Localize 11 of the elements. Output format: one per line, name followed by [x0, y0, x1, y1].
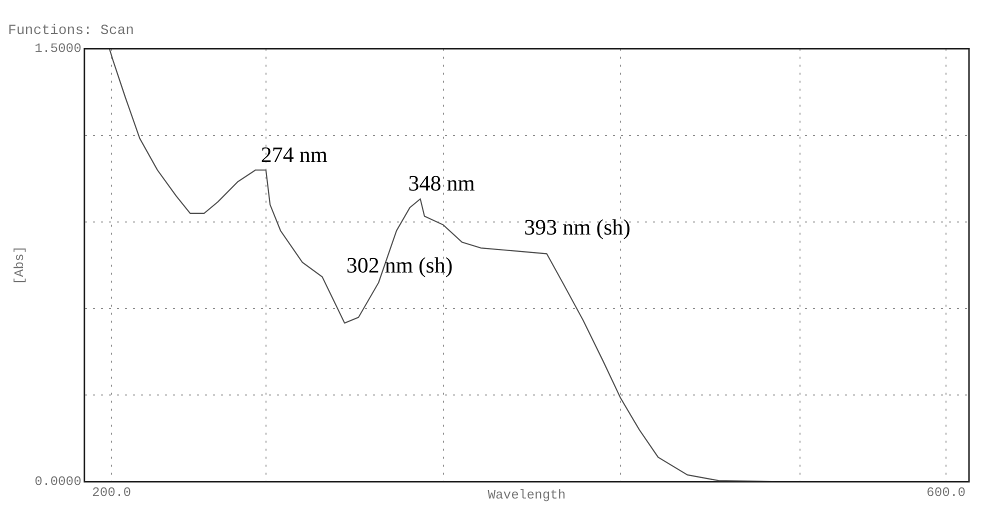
y-tick-label: 0.0000	[34, 474, 82, 490]
annotation: 274 nm	[260, 142, 328, 167]
x-tick-label: 600.0	[926, 485, 966, 500]
annotation: 348 nm	[408, 170, 475, 196]
x-tick-label: 200.0	[92, 485, 132, 500]
y-axis-title: [Abs]	[12, 246, 28, 285]
y-tick-label: 1.5000	[34, 41, 82, 56]
annotation: 393 nm (sh)	[524, 214, 631, 240]
annotation: 302 nm (sh)	[346, 252, 453, 278]
chart-title: Functions: Scan	[8, 23, 134, 40]
x-axis-title: Wavelength	[488, 488, 566, 503]
